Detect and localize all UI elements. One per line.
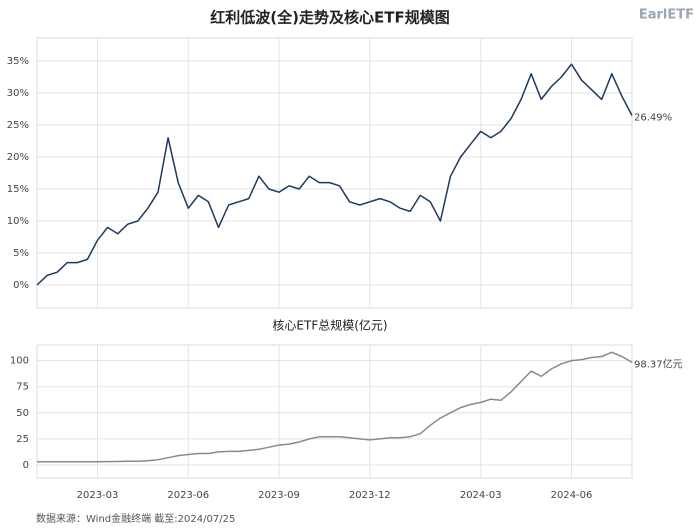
y-tick-label: 0	[23, 460, 29, 471]
value-label: 98.37亿元	[634, 357, 683, 370]
plot-frame	[36, 344, 633, 479]
plot-frame	[36, 37, 633, 309]
y-tick-label: 75	[16, 382, 29, 393]
chart-title: 红利低波(全)走势及核心ETF规模图	[210, 9, 449, 27]
x-tick-label: 2024-03	[460, 490, 502, 501]
series-line	[37, 351, 633, 463]
y-tick-label: 10%	[7, 216, 29, 227]
value-label: 26.49%	[634, 112, 672, 123]
x-tick-label: 2023-12	[349, 490, 391, 501]
source: 数据来源：Wind金融终端 截至:2024/07/25	[36, 512, 235, 525]
y-tick-label: 15%	[7, 184, 29, 195]
series-line	[36, 63, 633, 286]
x-tick-label: 2023-09	[258, 490, 300, 501]
y-tick-label: 35%	[7, 56, 29, 67]
y-tick-label: 50	[16, 408, 29, 419]
y-tick-label: 5%	[13, 248, 29, 259]
x-tick-label: 2023-06	[167, 490, 209, 501]
logo: EarlETF	[639, 8, 694, 23]
y-tick-label: 25	[16, 434, 29, 445]
y-tick-label: 30%	[7, 88, 29, 99]
y-tick-label: 25%	[7, 120, 29, 131]
panel-title: 核心ETF总规模(亿元)	[272, 318, 387, 333]
x-tick-label: 2023-03	[77, 490, 119, 501]
y-tick-label: 100	[10, 356, 29, 367]
y-tick-label: 20%	[7, 152, 29, 163]
x-tick-label: 2024-06	[551, 490, 593, 501]
y-tick-label: 0%	[13, 280, 29, 291]
